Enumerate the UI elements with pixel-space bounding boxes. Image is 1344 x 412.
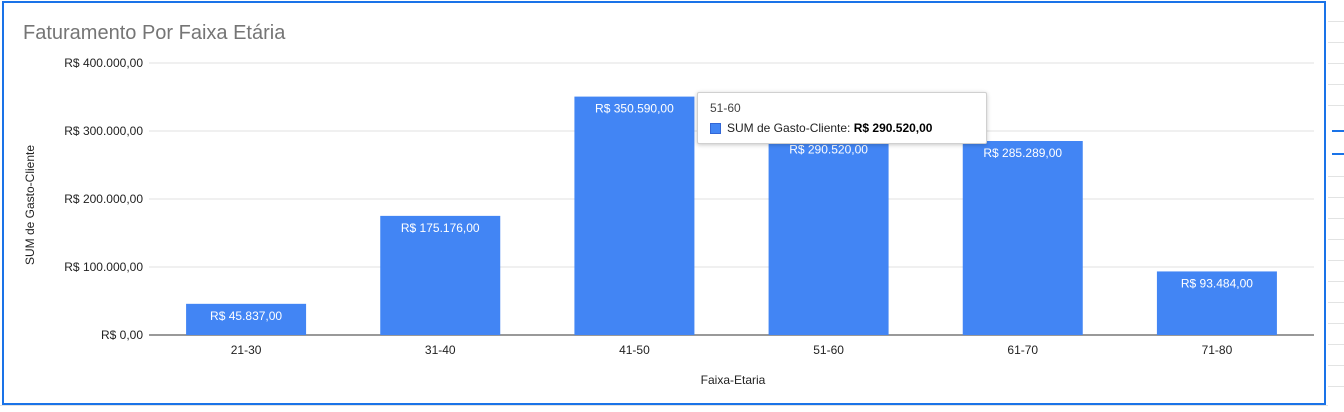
bar-71-80[interactable]: [1156, 271, 1277, 335]
bar-data-label: R$ 350.590,00: [595, 102, 674, 116]
x-tick-label: 71-80: [1202, 343, 1233, 357]
bar-31-40[interactable]: [380, 215, 501, 335]
bar-data-label: R$ 175.176,00: [401, 221, 480, 235]
chart-title: Faturamento Por Faixa Etária: [23, 22, 286, 44]
tooltip-series-label: SUM de Gasto-Cliente:: [727, 121, 851, 135]
chart-container[interactable]: Faturamento Por Faixa Etária SUM de Gast…: [2, 1, 1326, 405]
tooltip-category: 51-60: [710, 101, 741, 115]
bar-data-label: R$ 290.520,00: [789, 142, 868, 156]
sheet-bottom-edge: [0, 405, 1328, 412]
y-tick-label: R$ 300.000,00: [64, 124, 143, 138]
chart-tooltip: 51-60 SUM de Gasto-Cliente: R$ 290.520,0…: [697, 92, 987, 144]
sheet-gutter: [1328, 0, 1344, 411]
y-axis-title: SUM de Gasto-Cliente: [23, 145, 37, 265]
tooltip-row: SUM de Gasto-Cliente: R$ 290.520,00: [710, 121, 974, 135]
bar-51-60[interactable]: [768, 137, 889, 335]
x-tick-label: 61-70: [1007, 343, 1038, 357]
y-tick-label: R$ 200.000,00: [64, 192, 143, 206]
bar-chart: Faturamento Por Faixa Etária SUM de Gast…: [23, 22, 1314, 387]
y-tick-label: R$ 0,00: [101, 328, 143, 342]
x-tick-label: 41-50: [619, 343, 650, 357]
bar-data-label: R$ 285.289,00: [983, 146, 1062, 160]
x-tick-label: 51-60: [813, 343, 844, 357]
x-tick-label: 31-40: [425, 343, 456, 357]
bar-41-50[interactable]: [574, 96, 695, 335]
x-axis-title: Faixa-Etaria: [701, 373, 766, 387]
x-tick-label: 21-30: [231, 343, 262, 357]
tooltip-value: R$ 290.520,00: [853, 121, 933, 135]
y-tick-label: R$ 100.000,00: [64, 260, 143, 274]
bar-21-30[interactable]: [186, 303, 307, 335]
bar-data-label: R$ 93.484,00: [1181, 276, 1253, 290]
bar-61-70[interactable]: [962, 141, 1083, 335]
series-color-swatch: [710, 122, 721, 134]
bar-data-label: R$ 45.837,00: [210, 309, 282, 323]
y-tick-label: R$ 400.000,00: [64, 56, 143, 70]
